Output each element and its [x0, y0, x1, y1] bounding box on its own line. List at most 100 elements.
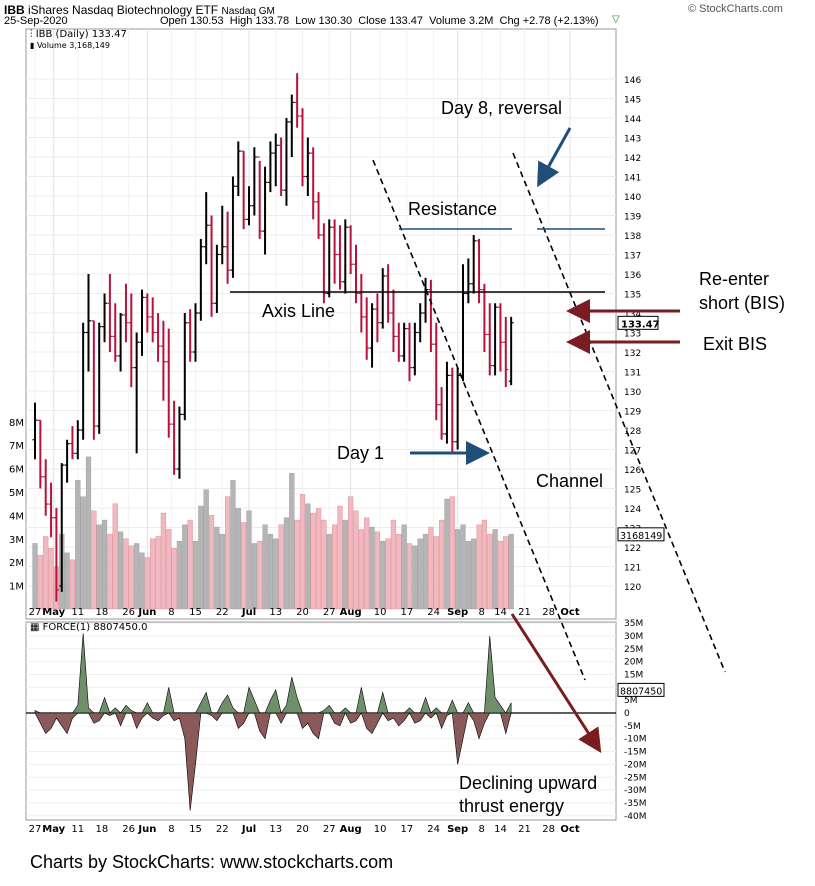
volume-bar: [503, 536, 509, 610]
volume-tick-label: 3M: [9, 535, 24, 546]
price-bar: [69, 426, 75, 460]
volume-bar: [321, 519, 327, 610]
volume-bar: [465, 540, 471, 610]
force-tick-label: 0: [624, 709, 630, 719]
date-tick-label: 14: [494, 607, 507, 618]
date-tick-label: 10: [374, 607, 387, 618]
force-negative-area: [34, 712, 512, 811]
price-bar: [310, 147, 316, 220]
volume-bar: [251, 543, 257, 610]
force-last-label: 8807450: [620, 686, 662, 697]
force-tick-label: -15M: [624, 748, 646, 758]
volume-bar: [401, 524, 407, 610]
date-tick-label: 28: [542, 824, 555, 835]
volume-bar: [182, 524, 188, 610]
volume-bar: [305, 503, 311, 610]
price-bar: [251, 147, 257, 216]
price-bar: [193, 303, 198, 362]
date-tick-label: 20: [296, 607, 309, 618]
price-bars: [32, 73, 514, 602]
volume-bar: [128, 545, 134, 610]
price-bar: [369, 303, 375, 368]
force-area: [34, 633, 512, 811]
annotation-declining-line2: thrust energy: [459, 796, 565, 816]
force-tick-label: 5M: [624, 696, 638, 706]
price-bar: [294, 73, 300, 128]
volume-tick-label: 5M: [9, 488, 24, 499]
date-tick-label: Oct: [560, 607, 579, 618]
volume-bar: [380, 540, 386, 610]
date-axis: 2727MayMay111118182626JunJun8815152222Ju…: [29, 607, 580, 835]
volume-bar: [358, 529, 364, 610]
force-tick-label: 30M: [624, 632, 643, 642]
price-bar: [112, 303, 118, 362]
annotation-reenter-line1: Re-enter: [699, 269, 770, 289]
date-tick-label: 8: [479, 824, 485, 835]
price-bar: [508, 316, 514, 386]
annotation-day8: Day 8, reversal: [441, 98, 563, 118]
price-tick-label: 122: [624, 544, 641, 554]
volume-bar: [406, 543, 413, 610]
date-tick-label: Aug: [340, 607, 362, 618]
force-tick-label: -40M: [624, 812, 646, 822]
volume-legend: ▮ Volume 3,168,149: [30, 41, 110, 50]
price-tick-label: 120: [624, 583, 641, 593]
price-bar: [305, 137, 311, 196]
force-tick-label: -20M: [624, 760, 646, 770]
date-tick-label: 14: [494, 824, 507, 835]
volume-bar: [192, 540, 199, 610]
volume-bar: [497, 540, 504, 610]
price-bar: [257, 156, 263, 239]
change-value: Chg +2.78 (+2.13%): [499, 15, 599, 27]
volume-bar: [101, 519, 108, 610]
force-tick-label: 35M: [624, 619, 643, 629]
price-bar: [332, 219, 338, 284]
chart-header: IBB iShares Nasdaq Biotechnology ETF Nas…: [4, 3, 275, 17]
date-tick-label: 26: [122, 824, 135, 835]
force-tick-label: -35M: [624, 799, 646, 809]
price-bar: [123, 283, 129, 343]
date-tick-label: 17: [400, 607, 413, 618]
volume-bar: [369, 526, 375, 610]
price-bar: [321, 223, 327, 304]
volume-bar: [85, 456, 92, 610]
price-bar: [439, 387, 445, 440]
volume-bar: [487, 533, 493, 610]
volume-bar: [273, 538, 279, 610]
price-legend-text: IBB (Daily) 133.47: [35, 29, 127, 40]
date-tick-label: 17: [400, 824, 413, 835]
expand-icon[interactable]: ▽: [612, 14, 620, 25]
low-value: Low 130.30: [295, 15, 353, 27]
price-bar: [150, 297, 156, 343]
symbol: IBB: [4, 3, 25, 17]
open-value: Open 130.53: [160, 15, 224, 27]
price-bar: [503, 316, 509, 388]
volume-bar: [455, 529, 461, 610]
date-tick-label: 8: [479, 607, 485, 618]
volume-bar: [348, 496, 354, 610]
price-tick-label: 135: [624, 291, 641, 301]
price-tick-label: 128: [624, 427, 641, 437]
price-tick-label: 139: [624, 213, 641, 223]
price-bar: [241, 150, 247, 230]
volume-bar: [492, 529, 498, 610]
price-bar: [32, 402, 38, 460]
date-tick-label: 27: [323, 607, 336, 618]
volume-bar: [353, 510, 359, 610]
volume-bar: [235, 508, 241, 610]
volume-bar: [123, 538, 129, 610]
volume-tick-label: 8M: [9, 418, 24, 429]
date-tick-label: 15: [189, 824, 202, 835]
price-bar: [492, 303, 498, 376]
price-tick-label: 127: [624, 447, 641, 457]
price-bar: [401, 322, 407, 362]
volume-value: Volume 3.2M: [429, 15, 494, 27]
price-bar: [102, 293, 108, 343]
volume-bar: [481, 519, 488, 610]
price-bar: [235, 141, 241, 196]
price-bar: [364, 297, 370, 360]
footer-credit: Charts by StockCharts: www.stockcharts.c…: [30, 852, 394, 872]
volume-bar: [37, 554, 43, 610]
volume-bar: [91, 510, 97, 610]
date-tick-label: 28: [542, 607, 555, 618]
